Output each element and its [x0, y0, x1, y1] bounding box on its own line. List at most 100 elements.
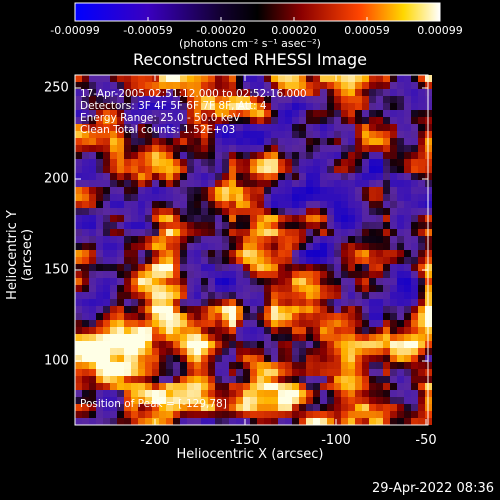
image-pixel: [264, 215, 271, 222]
image-pixel: [418, 208, 425, 215]
image-pixel: [404, 292, 411, 299]
image-pixel: [131, 362, 138, 369]
image-pixel: [292, 355, 299, 362]
image-pixel: [257, 355, 264, 362]
image-pixel: [152, 376, 159, 383]
image-pixel: [271, 117, 278, 124]
image-pixel: [418, 306, 425, 313]
image-pixel: [222, 75, 229, 82]
image-pixel: [299, 383, 306, 390]
image-pixel: [229, 159, 236, 166]
image-pixel: [278, 257, 285, 264]
image-pixel: [327, 166, 334, 173]
image-pixel: [313, 82, 320, 89]
image-pixel: [397, 89, 404, 96]
image-pixel: [229, 278, 236, 285]
image-pixel: [292, 383, 299, 390]
image-pixel: [355, 299, 362, 306]
image-pixel: [327, 96, 334, 103]
image-pixel: [327, 264, 334, 271]
image-pixel: [243, 166, 250, 173]
image-pixel: [334, 229, 341, 236]
image-pixel: [271, 348, 278, 355]
image-pixel: [215, 145, 222, 152]
image-pixel: [306, 222, 313, 229]
image-pixel: [110, 376, 117, 383]
image-pixel: [292, 278, 299, 285]
image-pixel: [215, 152, 222, 159]
image-pixel: [341, 348, 348, 355]
image-pixel: [341, 166, 348, 173]
image-pixel: [96, 222, 103, 229]
image-pixel: [271, 138, 278, 145]
image-pixel: [299, 215, 306, 222]
image-pixel: [278, 82, 285, 89]
image-pixel: [180, 292, 187, 299]
image-pixel: [145, 383, 152, 390]
image-pixel: [285, 369, 292, 376]
image-pixel: [145, 348, 152, 355]
image-pixel: [341, 278, 348, 285]
image-pixel: [236, 348, 243, 355]
image-pixel: [159, 145, 166, 152]
image-pixel: [250, 180, 257, 187]
image-pixel: [341, 201, 348, 208]
image-pixel: [89, 201, 96, 208]
image-pixel: [257, 117, 264, 124]
image-pixel: [369, 390, 376, 397]
image-pixel: [201, 369, 208, 376]
image-pixel: [103, 250, 110, 257]
image-pixel: [362, 82, 369, 89]
image-pixel: [124, 159, 131, 166]
image-pixel: [376, 411, 383, 418]
image-pixel: [236, 397, 243, 404]
image-pixel: [250, 362, 257, 369]
image-pixel: [166, 145, 173, 152]
image-pixel: [369, 110, 376, 117]
image-pixel: [124, 152, 131, 159]
image-pixel: [229, 201, 236, 208]
image-pixel: [292, 250, 299, 257]
image-pixel: [292, 271, 299, 278]
image-pixel: [285, 201, 292, 208]
image-pixel: [173, 418, 180, 425]
image-pixel: [145, 327, 152, 334]
image-pixel: [131, 383, 138, 390]
image-pixel: [285, 229, 292, 236]
image-pixel: [264, 257, 271, 264]
image-pixel: [320, 355, 327, 362]
image-pixel: [411, 138, 418, 145]
image-pixel: [110, 243, 117, 250]
image-pixel: [82, 383, 89, 390]
image-pixel: [208, 376, 215, 383]
image-pixel: [117, 369, 124, 376]
image-pixel: [110, 327, 117, 334]
image-pixel: [327, 82, 334, 89]
image-pixel: [96, 229, 103, 236]
image-pixel: [166, 131, 173, 138]
image-pixel: [222, 201, 229, 208]
image-pixel: [96, 278, 103, 285]
image-pixel: [257, 159, 264, 166]
image-pixel: [313, 397, 320, 404]
image-pixel: [75, 96, 82, 103]
image-pixel: [418, 257, 425, 264]
image-pixel: [180, 201, 187, 208]
image-pixel: [117, 75, 124, 82]
image-pixel: [131, 327, 138, 334]
image-pixel: [194, 362, 201, 369]
image-pixel: [201, 180, 208, 187]
image-pixel: [145, 229, 152, 236]
image-pixel: [117, 208, 124, 215]
image-pixel: [82, 152, 89, 159]
image-pixel: [117, 103, 124, 110]
image-pixel: [173, 278, 180, 285]
image-pixel: [355, 229, 362, 236]
image-pixel: [341, 89, 348, 96]
image-pixel: [201, 194, 208, 201]
image-pixel: [299, 187, 306, 194]
image-pixel: [320, 117, 327, 124]
image-pixel: [243, 285, 250, 292]
image-pixel: [264, 166, 271, 173]
